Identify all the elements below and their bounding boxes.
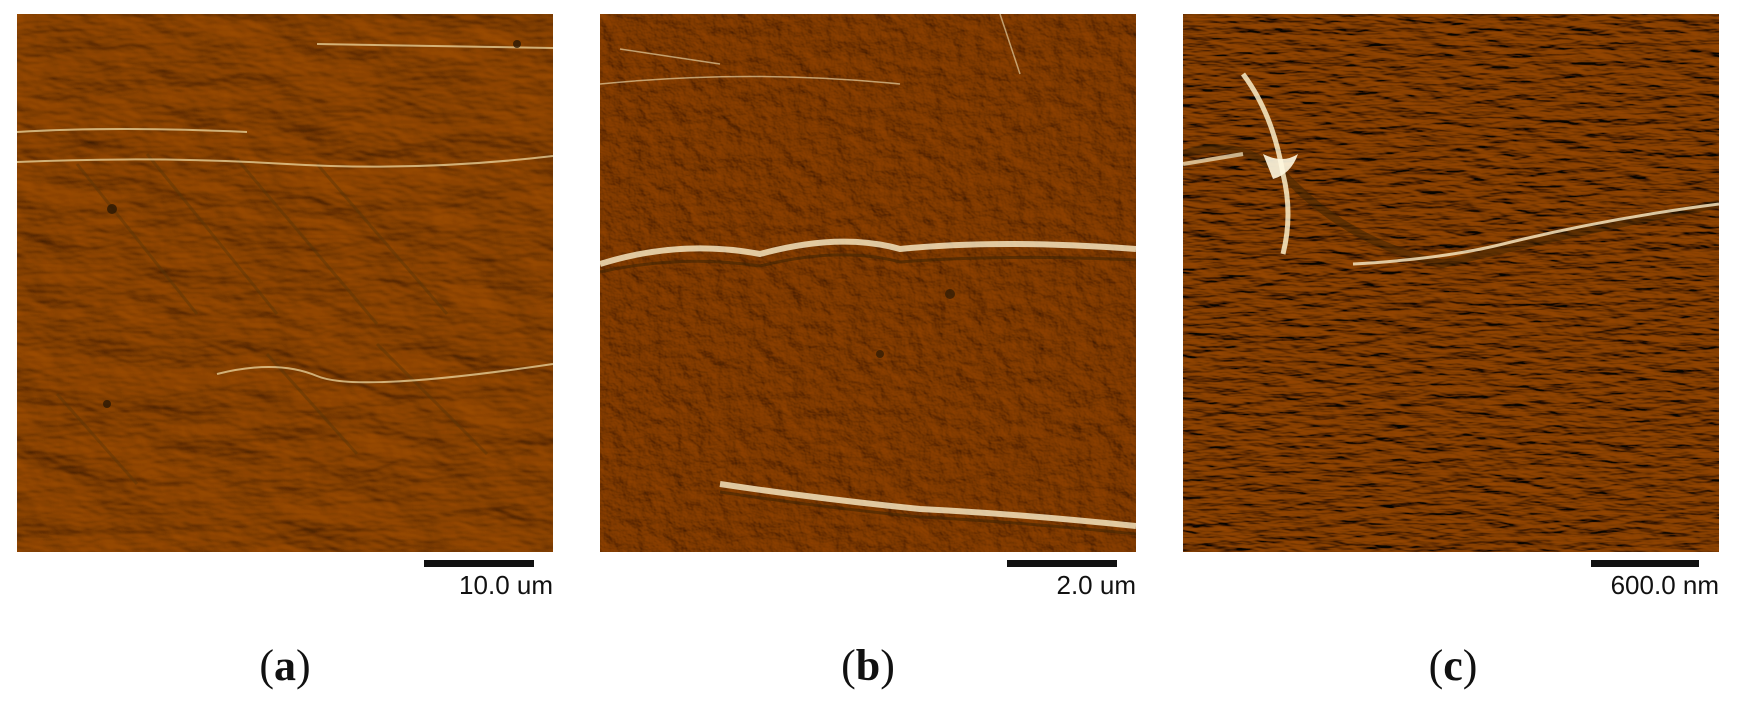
afm-image-panel-c: 600.0 nm: [1183, 14, 1719, 600]
afm-amplitude-image-b: [600, 14, 1136, 552]
scale-bar: [1007, 560, 1117, 567]
afm-amplitude-image-a: [17, 14, 553, 552]
afm-image-panel-a: 10.0 um: [17, 14, 553, 600]
panel-caption-a: (a): [259, 641, 311, 690]
panel-caption-b: (b): [841, 641, 895, 690]
scale-bar-label: 10.0 um: [459, 570, 553, 600]
panel-caption-c: (c): [1428, 641, 1478, 690]
scale-bar-label: 600.0 nm: [1610, 570, 1719, 600]
afm-amplitude-image-c: [1183, 14, 1719, 552]
scale-bar: [1591, 560, 1699, 567]
scale-bar-label: 2.0 um: [1056, 570, 1137, 600]
afm-image-panel-b: 2.0 um: [600, 14, 1136, 600]
scale-bar: [424, 560, 534, 567]
